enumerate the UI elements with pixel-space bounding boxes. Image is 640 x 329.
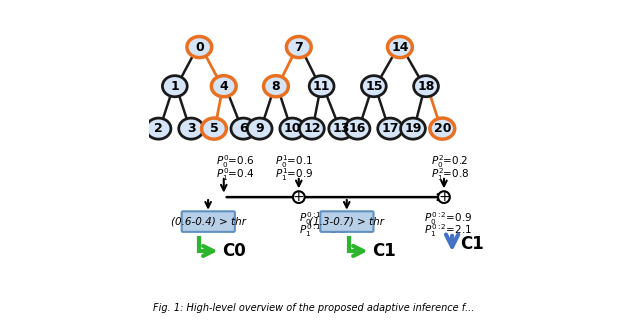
Text: 3: 3 xyxy=(187,122,195,135)
Text: $P_0^{0:2}$=0.9: $P_0^{0:2}$=0.9 xyxy=(424,210,473,227)
Ellipse shape xyxy=(264,76,289,97)
Text: 20: 20 xyxy=(433,122,451,135)
Text: $P_1^0$=0.4: $P_1^0$=0.4 xyxy=(216,166,254,183)
Ellipse shape xyxy=(179,118,204,139)
Text: $P_0^{0:1}$=0.7: $P_0^{0:1}$=0.7 xyxy=(300,210,347,227)
Text: +: + xyxy=(293,190,305,204)
Text: 1: 1 xyxy=(170,80,179,93)
Ellipse shape xyxy=(146,118,171,139)
FancyBboxPatch shape xyxy=(321,211,374,232)
Text: $P_1^{0:2}$=2.1: $P_1^{0:2}$=2.1 xyxy=(424,222,472,240)
Ellipse shape xyxy=(187,37,212,58)
Text: 0: 0 xyxy=(195,40,204,54)
Text: 12: 12 xyxy=(303,122,321,135)
Ellipse shape xyxy=(388,37,412,58)
Text: $P_0^0$=0.6: $P_0^0$=0.6 xyxy=(216,153,254,170)
Text: (0.6-0.4) > thr: (0.6-0.4) > thr xyxy=(171,216,246,227)
Circle shape xyxy=(293,191,305,203)
Text: $P_1^1$=0.9: $P_1^1$=0.9 xyxy=(275,166,314,183)
Text: C1: C1 xyxy=(460,236,484,253)
Text: 14: 14 xyxy=(391,40,409,54)
FancyBboxPatch shape xyxy=(182,211,235,232)
Ellipse shape xyxy=(329,118,354,139)
Text: $P_0^2$=0.2: $P_0^2$=0.2 xyxy=(431,153,468,170)
Ellipse shape xyxy=(401,118,426,139)
Text: 4: 4 xyxy=(220,80,228,93)
Text: 11: 11 xyxy=(313,80,330,93)
Ellipse shape xyxy=(211,76,236,97)
Text: 17: 17 xyxy=(381,122,399,135)
Text: 9: 9 xyxy=(255,122,264,135)
Text: (1.3-0.7) > thr: (1.3-0.7) > thr xyxy=(309,216,385,227)
Ellipse shape xyxy=(231,118,256,139)
Ellipse shape xyxy=(378,118,403,139)
Text: $P_0^1$=0.1: $P_0^1$=0.1 xyxy=(275,153,314,170)
Ellipse shape xyxy=(413,76,438,97)
Ellipse shape xyxy=(362,76,386,97)
Circle shape xyxy=(438,191,450,203)
Text: 13: 13 xyxy=(333,122,350,135)
Text: Fig. 1: High-level overview of the proposed adaptive inference f...: Fig. 1: High-level overview of the propo… xyxy=(153,303,474,313)
Ellipse shape xyxy=(309,76,334,97)
Ellipse shape xyxy=(163,76,188,97)
Text: 19: 19 xyxy=(404,122,422,135)
Text: 15: 15 xyxy=(365,80,383,93)
Ellipse shape xyxy=(202,118,227,139)
Text: C0: C0 xyxy=(222,242,246,260)
Text: 10: 10 xyxy=(284,122,301,135)
Ellipse shape xyxy=(247,118,272,139)
Ellipse shape xyxy=(345,118,370,139)
Text: +: + xyxy=(438,190,450,204)
Text: $P_1^{0:1}$=1.3: $P_1^{0:1}$=1.3 xyxy=(300,222,348,240)
Ellipse shape xyxy=(286,37,311,58)
Text: 8: 8 xyxy=(271,80,280,93)
Text: C1: C1 xyxy=(372,242,396,260)
Text: 16: 16 xyxy=(349,122,366,135)
Text: 5: 5 xyxy=(210,122,218,135)
Text: 18: 18 xyxy=(417,80,435,93)
Text: 7: 7 xyxy=(294,40,303,54)
Ellipse shape xyxy=(300,118,324,139)
Ellipse shape xyxy=(430,118,455,139)
Text: $P_1^2$=0.8: $P_1^2$=0.8 xyxy=(431,166,469,183)
Text: 6: 6 xyxy=(239,122,248,135)
Ellipse shape xyxy=(280,118,305,139)
Text: 2: 2 xyxy=(154,122,163,135)
